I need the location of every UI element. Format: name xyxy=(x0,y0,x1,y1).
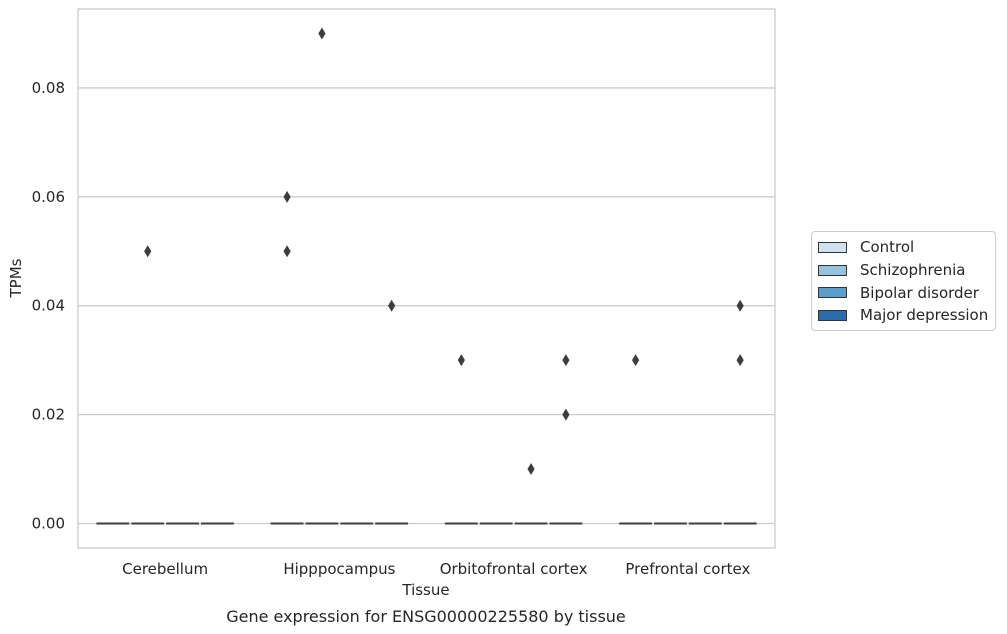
plot-frame xyxy=(77,8,776,549)
outlier-point xyxy=(318,27,326,40)
y-tick-labels: 0.00 0.02 0.04 0.06 0.08 xyxy=(32,79,65,533)
legend-label: Major depression xyxy=(860,306,989,325)
outlier-point xyxy=(527,463,535,476)
outlier-point xyxy=(388,299,396,312)
outlier-point xyxy=(283,245,291,258)
y-tick-label: 0.06 xyxy=(32,188,65,206)
y-tick-label: 0.02 xyxy=(32,406,65,424)
outlier-point xyxy=(632,354,640,367)
legend-swatch xyxy=(818,287,847,299)
x-tick-labels: Cerebellum Hipppocampus Orbitofrontal cort… xyxy=(122,560,750,578)
y-tick-label: 0.04 xyxy=(32,297,65,315)
x-tick-label: Prefrontal cortex xyxy=(625,560,750,578)
chart-caption: Gene expression for ENSG00000225580 by t… xyxy=(226,607,626,626)
legend-item: Bipolar disorder xyxy=(812,281,995,304)
outlier-point xyxy=(736,354,744,367)
legend-item: Control xyxy=(812,236,995,259)
legend-label: Control xyxy=(860,238,915,257)
x-tick-label: Hipppocampus xyxy=(283,560,395,578)
legend-item: Schizophrenia xyxy=(812,259,995,282)
legend-swatch xyxy=(818,264,847,276)
outlier-point xyxy=(144,245,152,258)
legend: Control Schizophrenia Bipolar disorder Majo… xyxy=(811,231,996,331)
x-tick-label: Orbitofrontal cortex xyxy=(440,560,588,578)
outlier-point xyxy=(457,354,465,367)
legend-label: Bipolar disorder xyxy=(860,283,979,302)
y-axis-label: TPMs xyxy=(7,258,25,298)
outlier-point xyxy=(562,354,570,367)
outlier-point xyxy=(562,408,570,421)
outlier-point xyxy=(736,299,744,312)
y-tick-label: 0.00 xyxy=(32,515,65,533)
legend-swatch xyxy=(818,309,847,321)
grid-lines xyxy=(78,87,775,525)
legend-swatch xyxy=(818,241,847,253)
y-tick-label: 0.08 xyxy=(32,79,65,97)
x-tick-label: Cerebellum xyxy=(122,560,208,578)
outlier-points xyxy=(144,27,744,476)
legend-label: Schizophrenia xyxy=(860,261,966,280)
x-axis-label: Tissue xyxy=(401,581,449,599)
legend-item: Major depression xyxy=(812,304,995,327)
outlier-point xyxy=(283,190,291,203)
